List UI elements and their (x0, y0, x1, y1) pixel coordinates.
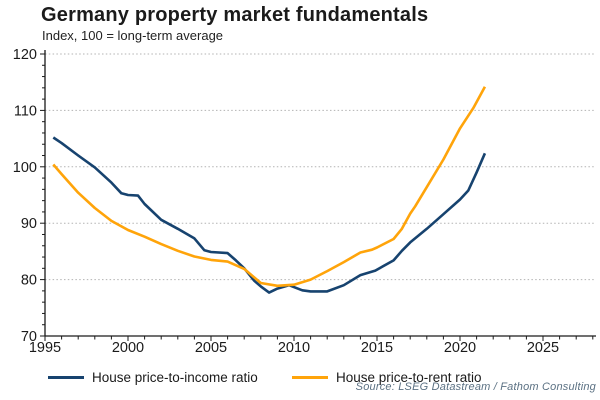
legend-item-income: House price-to-income ratio (48, 369, 258, 385)
income-series-line (52, 136, 487, 294)
source-credit: Source: LSEG Datastream / Fathom Consult… (355, 381, 596, 393)
rent-series-line (52, 86, 487, 288)
y-tick-label-110: 110 (14, 103, 37, 119)
x-tick-label-2000: 2000 (112, 340, 144, 356)
chart-subtitle: Index, 100 = long-term average (42, 28, 224, 43)
legend-label-income: House price-to-income ratio (92, 369, 258, 385)
rent-line-swatch (292, 375, 328, 379)
y-tick-label-80: 80 (21, 273, 37, 289)
chart-title: Germany property market fundamentals (41, 4, 429, 26)
x-tick-label-2010: 2010 (278, 340, 310, 356)
income-line-swatch (48, 375, 84, 379)
x-tick-label-2005: 2005 (195, 340, 227, 356)
legend-item-rent: House price-to-rent ratio (292, 369, 482, 385)
x-tick-label-2025: 2025 (527, 340, 559, 356)
y-tick-label-100: 100 (13, 160, 37, 176)
y-tick-label-70: 70 (21, 329, 37, 345)
y-tick-label-90: 90 (21, 216, 37, 232)
y-tick-label-120: 120 (13, 47, 37, 63)
x-tick-label-1995: 1995 (29, 340, 61, 356)
x-tick-label-2020: 2020 (444, 340, 476, 356)
legend-label-rent: House price-to-rent ratio (336, 369, 482, 385)
x-tick-label-2015: 2015 (361, 340, 393, 356)
